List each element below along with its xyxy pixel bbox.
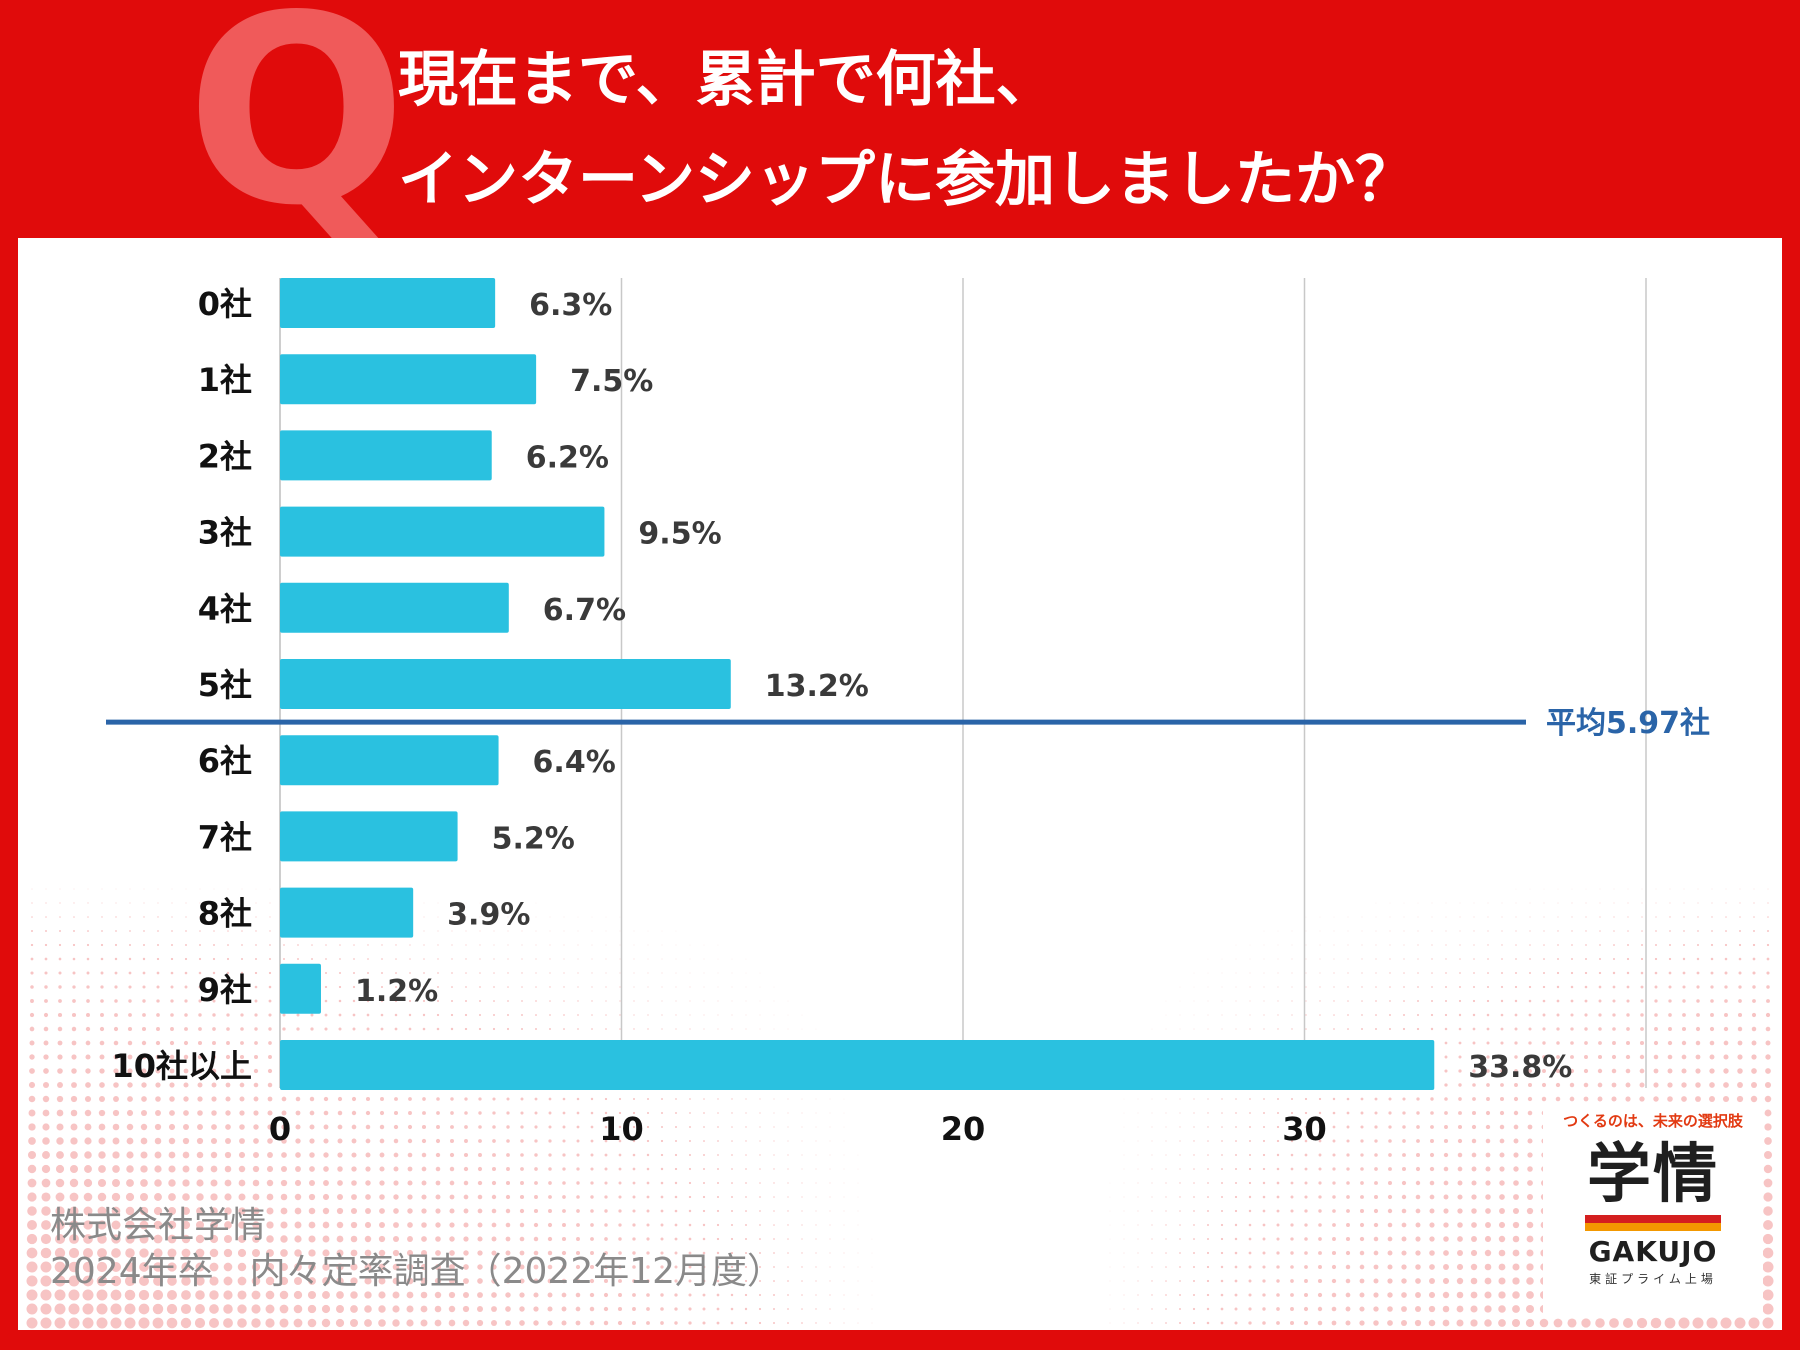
x-tick-label: 10 (599, 1110, 644, 1148)
gakujo-logo: つくるのは、未来の選択肢 学情 GAKUJO 東証プライム上場 (1543, 1106, 1763, 1316)
bar (280, 582, 509, 633)
data-label: 33.8% (1468, 1050, 1572, 1085)
data-label: 3.9% (447, 898, 530, 933)
category-label: 3社 (198, 514, 252, 552)
survey-name: 2024年卒 内々定率調査（2022年12月度） (50, 1251, 784, 1292)
data-label: 6.2% (526, 440, 609, 475)
bar (280, 887, 414, 938)
bar (280, 811, 458, 862)
source-note: 株式会社学情 2024年卒 内々定率調査（2022年12月度） (50, 1203, 783, 1295)
category-label: 0社 (198, 285, 252, 323)
category-label: 2社 (198, 437, 252, 475)
bar (280, 430, 492, 481)
category-label: 4社 (198, 590, 252, 628)
data-label: 13.2% (765, 669, 869, 704)
category-label: 9社 (198, 971, 252, 1009)
category-label: 10社以上 (111, 1047, 252, 1085)
data-label: 6.7% (543, 593, 626, 628)
chart-panel: 0 10 20 30 0社 6.3% 1社 7.5% 2社 6.2% 3社 9.5% 4社 6.7% 5社 1… (18, 238, 1782, 1330)
category-label: 7社 (198, 818, 252, 856)
data-label: 6.3% (529, 288, 612, 323)
header-banner: Q 現在まで、累計で何社、 インターンシップに参加しましたか？ (0, 0, 1800, 242)
data-label: 9.5% (638, 517, 721, 552)
bar (280, 354, 537, 405)
logo-listing: 東証プライム上場 (1589, 1272, 1717, 1286)
x-tick-label: 20 (941, 1110, 986, 1148)
q-letter: Q (186, 0, 408, 263)
bar (280, 659, 731, 709)
data-label: 6.4% (533, 745, 616, 780)
logo-color-bar (1585, 1215, 1721, 1231)
bar (280, 735, 499, 786)
average-label: 平均5.97社 (1546, 706, 1710, 741)
logo-tagline: つくるのは、未来の選択肢 (1563, 1112, 1743, 1130)
data-label: 1.2% (355, 974, 438, 1009)
data-label: 7.5% (570, 364, 653, 399)
x-tick-label: 30 (1282, 1110, 1327, 1148)
category-label: 8社 (198, 895, 252, 933)
category-label: 1社 (198, 361, 252, 399)
page-title: 現在まで、累計で何社、 インターンシップに参加しましたか？ (398, 30, 1415, 230)
bar (280, 1040, 1435, 1090)
bar (280, 506, 605, 557)
bar-chart: 0 10 20 30 0社 6.3% 1社 7.5% 2社 6.2% 3社 9.5% 4社 6.7% 5社 1… (106, 278, 1710, 1148)
logo-mark: 学情 (1587, 1138, 1719, 1212)
category-label: 6社 (198, 742, 252, 780)
category-label: 5社 (198, 666, 252, 704)
data-label: 5.2% (492, 821, 575, 856)
title-line-1: 現在まで、累計で何社、 (398, 45, 1056, 115)
x-tick-label: 0 (269, 1110, 291, 1148)
logo-brand: GAKUJO (1588, 1235, 1718, 1268)
title-line-2: インターンシップに参加しましたか？ (398, 145, 1415, 215)
bar (280, 278, 496, 328)
company-name: 株式会社学情 (50, 1205, 267, 1246)
bar (280, 963, 321, 1014)
